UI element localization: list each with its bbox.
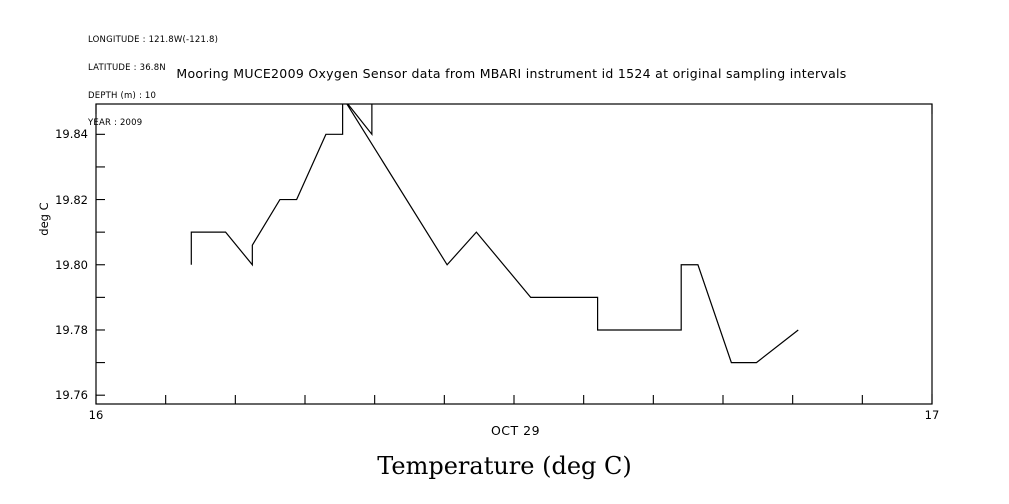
metadata-depth: DEPTH (m) : 10 [88,90,157,101]
metadata-latitude: LATITUDE : 36.8N [88,63,166,74]
y-tick-label: 19.78 [55,322,88,337]
chart-title-text: Mooring MUCE2009 Oxygen Sensor data from… [176,66,847,81]
data-series-line [190,104,799,364]
y-tick-label: 19.82 [55,192,88,207]
data-line [190,104,799,364]
x-axis-center-text: OCT 29 [490,423,541,438]
y-axis-ticks [96,133,105,396]
x-axis-ticks [95,104,933,404]
metadata-year: YEAR : 2009 [88,118,143,129]
x-tick-label: 17 [924,408,940,422]
y-tick-label: 19.84 [55,127,88,142]
metadata-block: LONGITUDE : 121.8W(-121.8) LATITUDE : 36… [88,18,218,147]
metadata-longitude: LONGITUDE : 121.8W(-121.8) [88,35,219,46]
x-axis-center-label: OCT 29 [0,423,1009,438]
chart-title: Mooring MUCE2009 Oxygen Sensor data from… [0,66,1009,81]
y-tick-label: 19.80 [55,257,88,272]
plot-bottom-title: Temperature (deg C) [377,452,632,480]
plot-frame [95,103,933,405]
y-tick-label: 19.76 [55,388,88,403]
x-tick-label: 16 [88,408,104,422]
